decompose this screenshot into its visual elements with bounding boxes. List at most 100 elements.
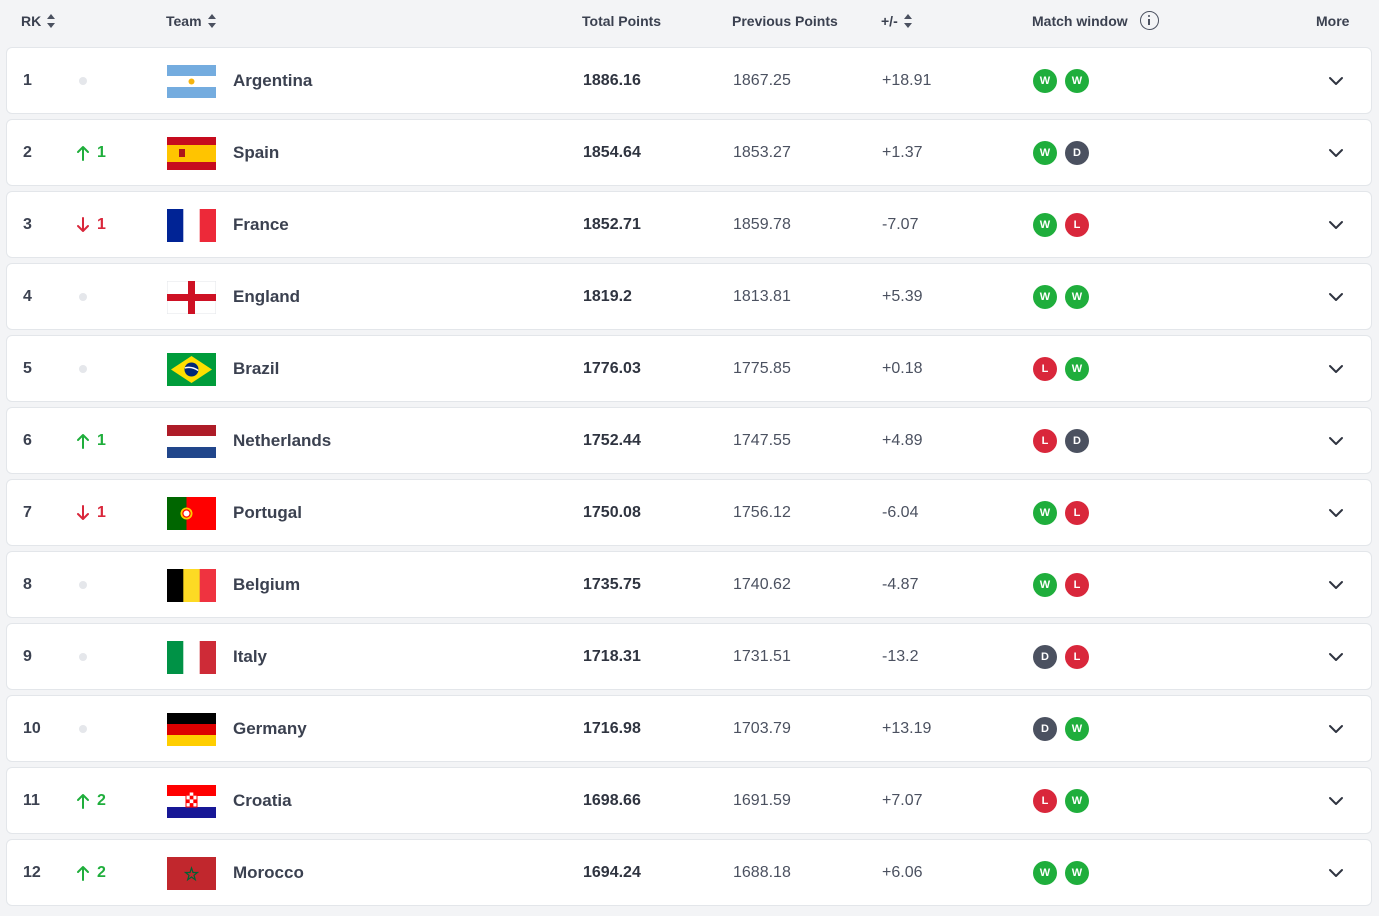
expand-button[interactable]	[1327, 768, 1345, 833]
team-header-label: Team	[166, 13, 202, 29]
chevron-down-icon	[1329, 220, 1343, 229]
result-badge: L	[1065, 572, 1089, 597]
team-name[interactable]: Belgium	[233, 574, 301, 594]
chevron-down-icon	[1329, 724, 1343, 733]
portugal-flag-icon	[167, 497, 216, 530]
total-points-value: 1886.16	[583, 71, 641, 89]
no-change-dot-icon	[79, 580, 87, 589]
points-diff-value: +13.19	[882, 719, 932, 737]
result-badge: W	[1065, 788, 1089, 813]
arrow-up-icon	[77, 865, 89, 881]
rank-movement	[75, 624, 87, 689]
points-diff-value: +0.18	[882, 359, 923, 377]
expand-button[interactable]	[1327, 48, 1345, 113]
no-change-dot-icon	[79, 364, 87, 373]
expand-button[interactable]	[1327, 480, 1345, 545]
france-flag-icon	[167, 209, 216, 242]
points-diff-value: +5.39	[882, 287, 923, 305]
table-header: RK Team Total Points Previous Points +/-…	[0, 0, 1379, 44]
expand-button[interactable]	[1327, 192, 1345, 257]
result-badge: W	[1033, 140, 1057, 165]
previous-points-value: 1859.78	[733, 215, 791, 233]
previous-points-value: 1867.25	[733, 71, 791, 89]
sort-icon[interactable]	[903, 13, 913, 29]
chevron-down-icon	[1329, 796, 1343, 805]
rank-value: 8	[23, 575, 32, 593]
team-name[interactable]: Portugal	[233, 502, 302, 522]
germany-flag-icon	[167, 713, 216, 746]
expand-button[interactable]	[1327, 696, 1345, 761]
result-badge: L	[1033, 788, 1057, 813]
team-name[interactable]: Germany	[233, 718, 307, 738]
arrow-up-icon	[77, 145, 89, 161]
result-badge: W	[1033, 500, 1057, 525]
result-badge: L	[1065, 644, 1089, 669]
result-badge: W	[1065, 716, 1089, 741]
rank-movement: 1	[75, 120, 106, 185]
team-name[interactable]: Italy	[233, 646, 268, 666]
rank-movement: 2	[75, 768, 106, 833]
result-badge: W	[1033, 860, 1057, 885]
expand-button[interactable]	[1327, 408, 1345, 473]
rank-movement: 1	[75, 408, 106, 473]
rank-value: 2	[23, 143, 32, 161]
previous-points-value: 1740.62	[733, 575, 791, 593]
previous-points-value: 1691.59	[733, 791, 791, 809]
team-name[interactable]: Brazil	[233, 358, 280, 378]
diff-column-header[interactable]: +/-	[881, 13, 913, 29]
total-points-value: 1819.2	[583, 287, 632, 305]
rank-movement	[75, 336, 87, 401]
rank-change-value: 1	[97, 503, 106, 521]
no-change-dot-icon	[79, 292, 87, 301]
team-name[interactable]: England	[233, 286, 301, 306]
previous-points-value: 1775.85	[733, 359, 791, 377]
team-name[interactable]: Croatia	[233, 790, 292, 810]
team-name[interactable]: Netherlands	[233, 430, 332, 450]
team-name[interactable]: Morocco	[233, 862, 304, 882]
sort-icon[interactable]	[207, 13, 217, 29]
team-name[interactable]: Argentina	[233, 70, 313, 90]
total-points-column-header: Total Points	[582, 13, 661, 29]
points-diff-value: -6.04	[882, 503, 919, 521]
no-change-dot-icon	[79, 652, 87, 661]
team-name[interactable]: Spain	[233, 142, 280, 162]
rank-movement: 2	[75, 840, 106, 905]
sort-icon[interactable]	[47, 13, 56, 29]
team-column-header[interactable]: Team	[166, 13, 217, 29]
expand-button[interactable]	[1327, 840, 1345, 905]
previous-points-value: 1703.79	[733, 719, 791, 737]
rank-change-value: 1	[97, 215, 106, 233]
rank-value: 6	[23, 431, 32, 449]
rank-column-header[interactable]: RK	[21, 13, 56, 29]
expand-button[interactable]	[1327, 336, 1345, 401]
team-name[interactable]: France	[233, 214, 289, 234]
expand-button[interactable]	[1327, 120, 1345, 185]
result-badge: W	[1033, 284, 1057, 309]
expand-button[interactable]	[1327, 552, 1345, 617]
more-column-header: More	[1316, 13, 1349, 29]
total-points-value: 1716.98	[583, 719, 641, 737]
expand-button[interactable]	[1327, 264, 1345, 329]
expand-button[interactable]	[1327, 624, 1345, 689]
england-flag-icon	[167, 281, 216, 314]
info-icon[interactable]	[1139, 11, 1159, 30]
result-badge: W	[1065, 860, 1089, 885]
